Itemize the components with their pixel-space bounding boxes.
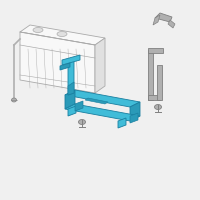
Polygon shape [153,15,160,25]
Polygon shape [68,60,74,95]
Polygon shape [148,95,160,100]
Polygon shape [62,55,80,65]
Polygon shape [95,38,105,93]
Ellipse shape [12,98,16,102]
Polygon shape [148,48,163,53]
Polygon shape [20,25,105,45]
Polygon shape [157,65,162,100]
Ellipse shape [57,31,67,36]
Polygon shape [85,98,108,104]
Polygon shape [168,20,175,28]
Polygon shape [130,113,138,123]
Polygon shape [130,102,140,121]
Polygon shape [148,50,153,100]
Polygon shape [20,32,95,93]
Polygon shape [68,106,76,116]
Polygon shape [118,118,126,128]
Ellipse shape [78,119,86,124]
Polygon shape [65,90,75,109]
Polygon shape [65,104,140,121]
Polygon shape [60,63,70,70]
Ellipse shape [33,27,43,32]
Polygon shape [65,90,140,107]
Ellipse shape [154,104,162,110]
Polygon shape [75,101,83,111]
Polygon shape [155,13,172,22]
Polygon shape [68,82,74,95]
